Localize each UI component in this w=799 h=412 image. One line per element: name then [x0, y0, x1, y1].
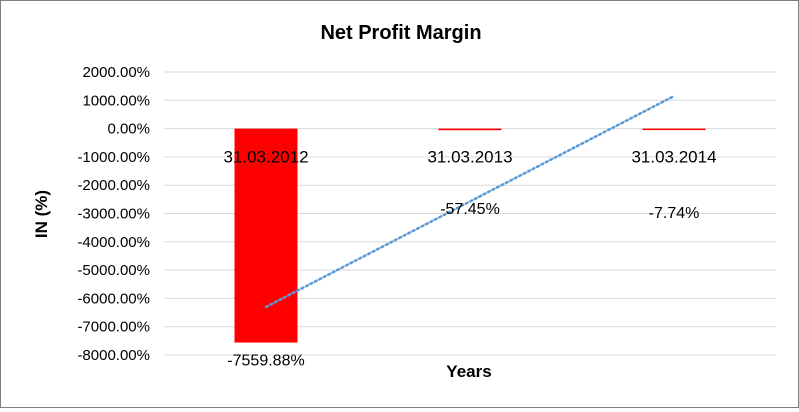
y-tick-label: 2000.00%	[82, 64, 150, 81]
bar-31-03-2013	[438, 128, 502, 131]
y-tick-label: -4000.00%	[77, 234, 150, 251]
y-tick-label: -7000.00%	[77, 319, 150, 336]
y-tick-label: 0.00%	[107, 121, 150, 138]
y-tick-label: -8000.00%	[77, 347, 150, 364]
category-label: 31.03.2012	[223, 148, 308, 167]
bar-31-03-2014	[642, 128, 706, 131]
category-label: 31.03.2014	[631, 148, 716, 167]
trendline	[264, 94, 676, 309]
trendline-layer	[264, 94, 676, 309]
category-labels: 31.03.2012 31.03.2013 31.03.2014	[223, 148, 716, 167]
data-label: -7.74%	[649, 205, 700, 222]
x-axis-title: Years	[446, 362, 491, 381]
data-label: -7559.88%	[227, 353, 304, 370]
data-labels: -7559.88% -57.45% -7.74%	[227, 201, 699, 369]
y-tick-label: -5000.00%	[77, 262, 150, 279]
y-tick-label: -1000.00%	[77, 149, 150, 166]
y-tick-label: -2000.00%	[77, 177, 150, 194]
chart-title: Net Profit Margin	[320, 22, 481, 44]
data-label: -57.45%	[440, 201, 500, 218]
y-axis-title: IN (%)	[32, 190, 51, 238]
y-tick-label: -6000.00%	[77, 290, 150, 307]
y-axis-ticks: 2000.00% 1000.00% 0.00% -1000.00% -2000.00% -…	[77, 64, 150, 364]
y-tick-label: -3000.00%	[77, 206, 150, 223]
category-label: 31.03.2013	[427, 148, 512, 167]
y-tick-label: 1000.00%	[82, 92, 150, 109]
